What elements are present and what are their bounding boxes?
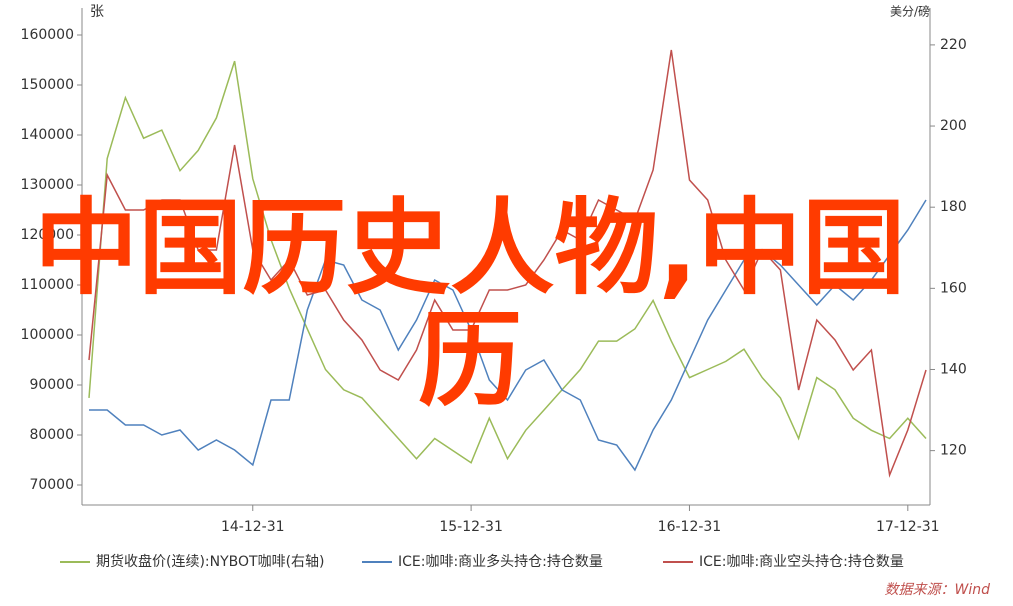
legend-label: ICE:咖啡:商业多头持仓:持仓数量 [398, 553, 603, 570]
source: 数据来源：Wind [885, 582, 991, 598]
x-tick-label: 16-12-31 [658, 519, 722, 535]
y2-tick-label: 180 [940, 199, 967, 215]
legend-label: ICE:咖啡:商业空头持仓:持仓数量 [699, 554, 904, 570]
y-axis-unit: 张 [90, 4, 104, 20]
y-tick-label: 120000 [21, 227, 74, 243]
y2-tick-label: 220 [940, 37, 967, 53]
y-tick-label: 70000 [29, 477, 74, 493]
y2-tick-label: 160 [940, 280, 967, 296]
y-tick-label: 150000 [21, 77, 74, 93]
y2-axis-unit: 美分/磅 [890, 4, 930, 19]
y2-tick-label: 200 [940, 118, 967, 134]
x-tick-label: 15-12-31 [439, 519, 503, 535]
y-tick-label: 140000 [21, 127, 74, 143]
y-tick-label: 90000 [29, 377, 74, 393]
x-tick-label: 17-12-31 [876, 519, 940, 535]
y2-tick-label: 120 [940, 443, 967, 459]
y-tick-label: 110000 [21, 277, 74, 293]
y-tick-label: 160000 [21, 27, 74, 43]
legend-label: 期货收盘价(连续):NYBOT咖啡(右轴) [96, 553, 325, 570]
series-line [88, 49, 927, 478]
y-tick-label: 130000 [21, 177, 74, 193]
y-tick-label: 80000 [29, 427, 74, 443]
x-tick-label: 14-12-31 [221, 519, 285, 535]
series-line [89, 199, 927, 472]
y2-tick-label: 140 [940, 361, 967, 377]
series-line [88, 60, 927, 464]
y-tick-label: 100000 [21, 327, 74, 343]
